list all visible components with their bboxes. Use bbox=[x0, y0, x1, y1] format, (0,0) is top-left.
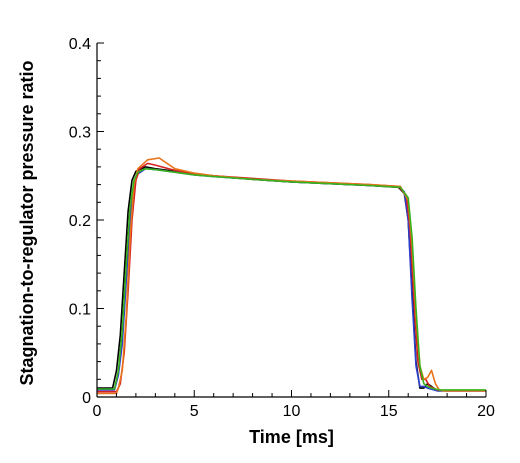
x-tick-label: 5 bbox=[190, 403, 199, 420]
y-tick-label: 0.3 bbox=[69, 125, 91, 142]
y-ticks: 0 0.1 0.2 0.3 0.4 bbox=[69, 36, 104, 407]
x-axis-title: Time [ms] bbox=[249, 427, 334, 447]
y-tick-label: 0.1 bbox=[69, 302, 91, 319]
y-tick-label: 0.2 bbox=[69, 213, 91, 230]
x-tick-label: 0 bbox=[93, 403, 102, 420]
axes-layer bbox=[96, 43, 486, 398]
series-line-4 bbox=[97, 157, 486, 395]
x-tick-label: 15 bbox=[380, 403, 398, 420]
series-line-2 bbox=[97, 167, 486, 392]
x-ticks: 0 5 10 15 20 bbox=[93, 390, 495, 420]
y-tick-label: 0.4 bbox=[69, 36, 91, 53]
x-tick-label: 10 bbox=[283, 403, 301, 420]
series-line-3 bbox=[97, 162, 486, 393]
series-line-5 bbox=[97, 167, 486, 391]
x-tick-label: 20 bbox=[477, 403, 495, 420]
y-axis-title: Stagnation-to-regulator pressure ratio bbox=[17, 60, 37, 385]
y-tick-label: 0 bbox=[82, 390, 91, 407]
series-line-1 bbox=[97, 166, 486, 392]
series-layer bbox=[97, 157, 486, 395]
